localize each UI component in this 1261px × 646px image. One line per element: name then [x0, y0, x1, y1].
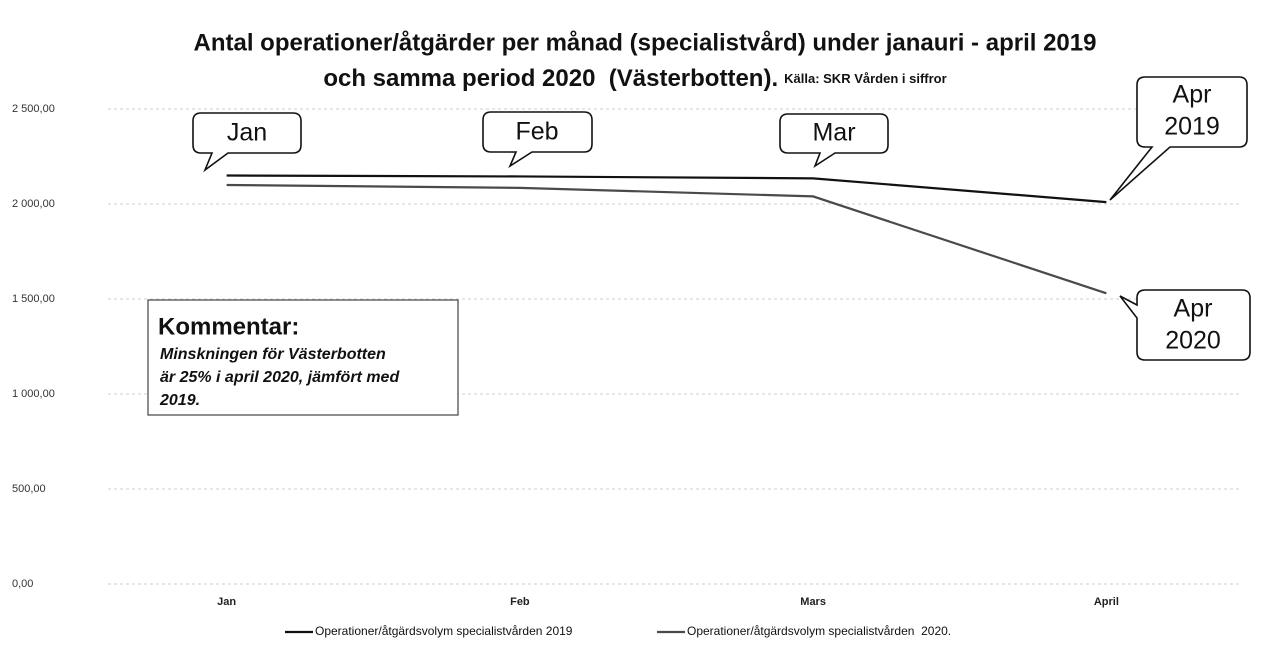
chart-subtitle-line: och samma period 2020 (Västerbotten). Käl…: [323, 65, 946, 92]
series-line: [226, 183, 1107, 295]
comment-heading: Kommentar:: [158, 313, 299, 340]
callout-box: [1109, 76, 1248, 201]
y-tick-label: 1 500,00: [12, 293, 55, 305]
series-line: [226, 174, 1107, 204]
callout-text: Mar: [812, 119, 855, 147]
legend-label: Operationer/åtgärdsvolym specialistvårde…: [687, 624, 951, 638]
plot-area: 0,00 500,00 1 000,00 1 500,00 2 000,00 2 500,…: [12, 103, 1240, 638]
comment-line: Minskningen för Västerbotten: [160, 346, 386, 363]
comment-line: är 25% i april 2020, jämfört med: [160, 369, 400, 386]
y-tick-label: 500,00: [12, 483, 46, 495]
x-tick-label: April: [1094, 596, 1119, 608]
callout-text: Jan: [227, 119, 267, 147]
x-tick-label: Feb: [510, 596, 530, 608]
comment-line: 2019.: [159, 392, 200, 409]
callout-text: 2020: [1165, 327, 1221, 355]
x-tick-label: Jan: [217, 596, 236, 608]
callout-text: 2019: [1164, 113, 1220, 141]
y-tick-label: 2 500,00: [12, 103, 55, 115]
chart-title: Antal operationer/åtgärder per månad (sp…: [194, 29, 1097, 56]
y-tick-label: 2 000,00: [12, 198, 55, 210]
chart-subtitle: och samma period 2020 (Västerbotten).: [323, 65, 778, 92]
callout-box: [779, 113, 889, 169]
callout-text: Apr: [1174, 295, 1213, 323]
chart-source: Källa: SKR Vården i siffror: [784, 71, 947, 86]
callout-text: Apr: [1173, 81, 1212, 109]
y-tick-label: 1 000,00: [12, 388, 55, 400]
callout-text: Feb: [515, 118, 558, 146]
y-tick-label: 0,00: [12, 578, 33, 590]
callout-box: [192, 112, 302, 173]
callout-box: [482, 111, 593, 169]
x-tick-label: Mars: [800, 596, 826, 608]
comment-box: [147, 299, 459, 416]
legend-label: Operationer/åtgärdsvolym specialistvårde…: [315, 624, 573, 638]
callout-box: [1119, 289, 1251, 361]
